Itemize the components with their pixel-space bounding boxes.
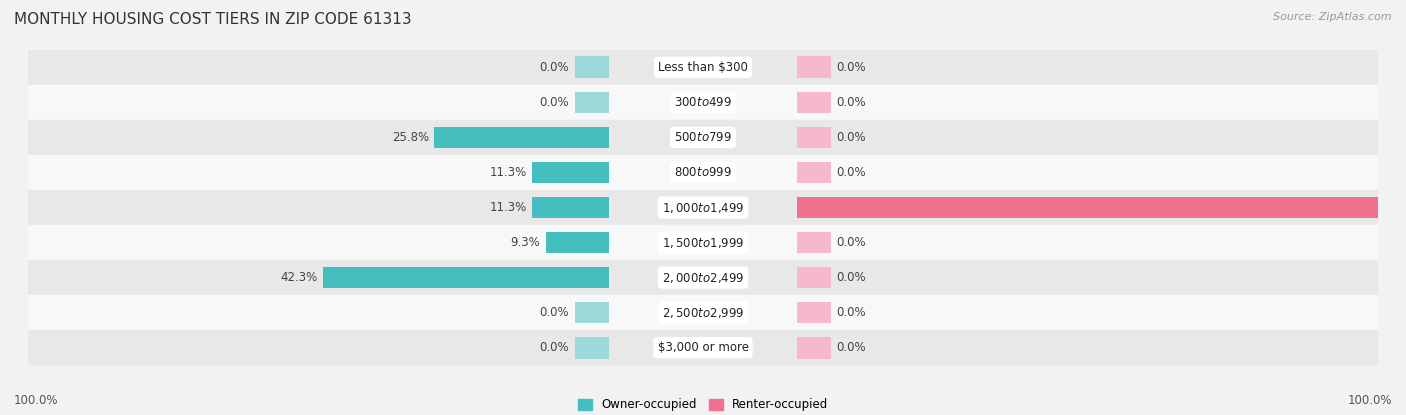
Bar: [28, 50, 1378, 85]
Text: 0.0%: 0.0%: [540, 306, 569, 319]
Bar: [323, 267, 609, 288]
Bar: [28, 85, 1378, 120]
Text: 100.0%: 100.0%: [14, 394, 59, 407]
Bar: [575, 337, 609, 359]
Text: 0.0%: 0.0%: [540, 61, 569, 74]
Text: 0.0%: 0.0%: [837, 131, 866, 144]
Text: 0.0%: 0.0%: [540, 96, 569, 109]
Text: Source: ZipAtlas.com: Source: ZipAtlas.com: [1274, 12, 1392, 22]
Bar: [28, 155, 1378, 190]
Text: Less than $300: Less than $300: [658, 61, 748, 74]
Bar: [28, 190, 1378, 225]
Bar: [434, 127, 609, 148]
Bar: [797, 56, 831, 78]
Text: 0.0%: 0.0%: [837, 271, 866, 284]
Text: $1,500 to $1,999: $1,500 to $1,999: [662, 236, 744, 249]
Bar: [797, 197, 1406, 218]
Bar: [28, 120, 1378, 155]
Bar: [797, 302, 831, 324]
Text: 0.0%: 0.0%: [837, 306, 866, 319]
Bar: [546, 232, 609, 254]
Bar: [533, 161, 609, 183]
Bar: [797, 337, 831, 359]
Text: 0.0%: 0.0%: [837, 236, 866, 249]
Text: 100.0%: 100.0%: [1347, 394, 1392, 407]
Text: $1,000 to $1,499: $1,000 to $1,499: [662, 200, 744, 215]
Bar: [28, 295, 1378, 330]
Bar: [533, 197, 609, 218]
Text: $300 to $499: $300 to $499: [673, 96, 733, 109]
Bar: [575, 91, 609, 113]
Bar: [797, 91, 831, 113]
Text: 25.8%: 25.8%: [392, 131, 429, 144]
Bar: [797, 267, 831, 288]
Bar: [575, 56, 609, 78]
Bar: [28, 260, 1378, 295]
Bar: [797, 232, 831, 254]
Bar: [797, 127, 831, 148]
Bar: [575, 302, 609, 324]
Text: $3,000 or more: $3,000 or more: [658, 341, 748, 354]
Text: MONTHLY HOUSING COST TIERS IN ZIP CODE 61313: MONTHLY HOUSING COST TIERS IN ZIP CODE 6…: [14, 12, 412, 27]
Text: 9.3%: 9.3%: [510, 236, 540, 249]
Text: 0.0%: 0.0%: [837, 166, 866, 179]
Bar: [28, 330, 1378, 365]
Text: $2,500 to $2,999: $2,500 to $2,999: [662, 305, 744, 320]
Text: 0.0%: 0.0%: [837, 341, 866, 354]
Text: $500 to $799: $500 to $799: [673, 131, 733, 144]
Text: 0.0%: 0.0%: [837, 61, 866, 74]
Text: 42.3%: 42.3%: [280, 271, 318, 284]
Bar: [797, 161, 831, 183]
Text: 0.0%: 0.0%: [540, 341, 569, 354]
Text: $800 to $999: $800 to $999: [673, 166, 733, 179]
Text: 0.0%: 0.0%: [837, 96, 866, 109]
Text: 11.3%: 11.3%: [489, 166, 527, 179]
Text: $2,000 to $2,499: $2,000 to $2,499: [662, 271, 744, 285]
Bar: [28, 225, 1378, 260]
Legend: Owner-occupied, Renter-occupied: Owner-occupied, Renter-occupied: [572, 393, 834, 415]
Text: 11.3%: 11.3%: [489, 201, 527, 214]
